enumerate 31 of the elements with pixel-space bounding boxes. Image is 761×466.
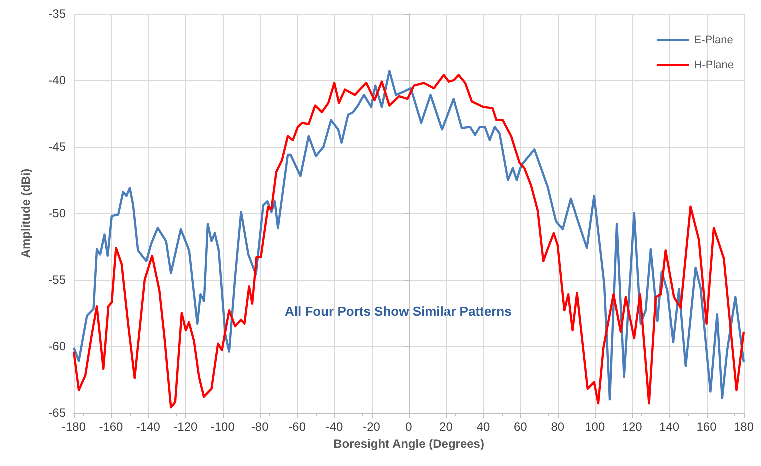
y-tick-label: -65 — [48, 406, 66, 420]
x-tick-label: 100 — [585, 420, 606, 434]
y-axis-title: Amplitude (dBi) — [19, 168, 33, 258]
x-tick-label: 160 — [696, 420, 718, 434]
y-tick-label: -45 — [48, 140, 66, 154]
annotation: All Four Ports Show Similar Patterns — [285, 304, 512, 319]
x-tick-label: -160 — [99, 420, 124, 434]
x-tick-label: -60 — [288, 420, 306, 434]
x-tick-label: -120 — [174, 420, 198, 434]
x-tick-label: 40 — [476, 420, 490, 434]
x-tick-label: -20 — [363, 420, 381, 434]
x-axis-title: Boresight Angle (Degrees) — [334, 436, 484, 451]
x-tick-label: 120 — [622, 420, 643, 434]
y-tick-label: -60 — [48, 340, 66, 354]
x-tick-label: -180 — [62, 420, 86, 434]
x-tick-label: 20 — [440, 420, 454, 434]
x-tick-label: -80 — [251, 420, 270, 434]
y-tick-label: -55 — [48, 273, 66, 287]
x-tick-label: 180 — [734, 420, 754, 434]
y-tick-label: -40 — [48, 74, 66, 88]
x-tick-label: -40 — [326, 420, 344, 434]
x-tick-label: 140 — [660, 420, 680, 434]
x-tick-label: 0 — [406, 420, 413, 434]
x-tick-label: -100 — [210, 420, 236, 434]
y-tick-label: -35 — [48, 7, 66, 21]
legend-label: E-Plane — [694, 34, 734, 46]
legend-label: H-Plane — [694, 60, 734, 72]
y-tick-label: -50 — [48, 206, 66, 220]
x-tick-label: 80 — [551, 420, 565, 434]
x-tick-label: -140 — [136, 420, 161, 434]
x-tick-label: 60 — [514, 420, 528, 434]
